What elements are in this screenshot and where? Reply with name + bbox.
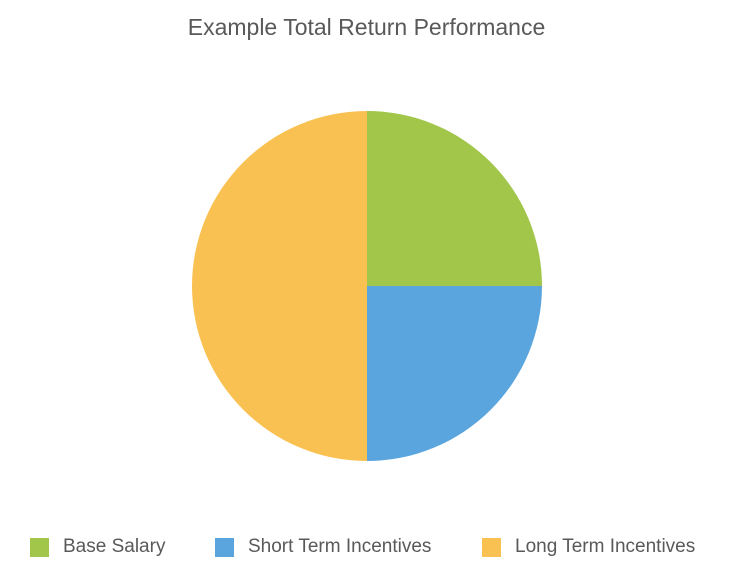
- legend-item-long-term-incentives[interactable]: Long Term Incentives: [482, 532, 695, 562]
- pie-slices: [192, 111, 542, 461]
- legend-item-base-salary[interactable]: Base Salary: [30, 532, 165, 562]
- legend-swatch-long-term-incentives: [482, 537, 501, 557]
- legend-label-long-term-incentives: Long Term Incentives: [515, 536, 696, 557]
- legend-item-short-term-incentives[interactable]: Short Term Incentives: [215, 532, 431, 562]
- pie-slice-long-term-incentives[interactable]: [192, 111, 367, 461]
- chart-legend: Base Salary Short Term Incentives Long T…: [0, 532, 738, 562]
- chart-title: Example Total Return Performance: [187, 14, 546, 40]
- pie-slice-short-term-incentives[interactable]: [367, 286, 542, 461]
- legend-swatch-base-salary: [30, 537, 49, 557]
- pie-slice-base-salary[interactable]: [367, 111, 542, 286]
- legend-label-base-salary: Base Salary: [63, 536, 166, 557]
- legend-swatch-short-term-incentives: [215, 537, 234, 557]
- legend-label-short-term-incentives: Short Term Incentives: [248, 536, 432, 557]
